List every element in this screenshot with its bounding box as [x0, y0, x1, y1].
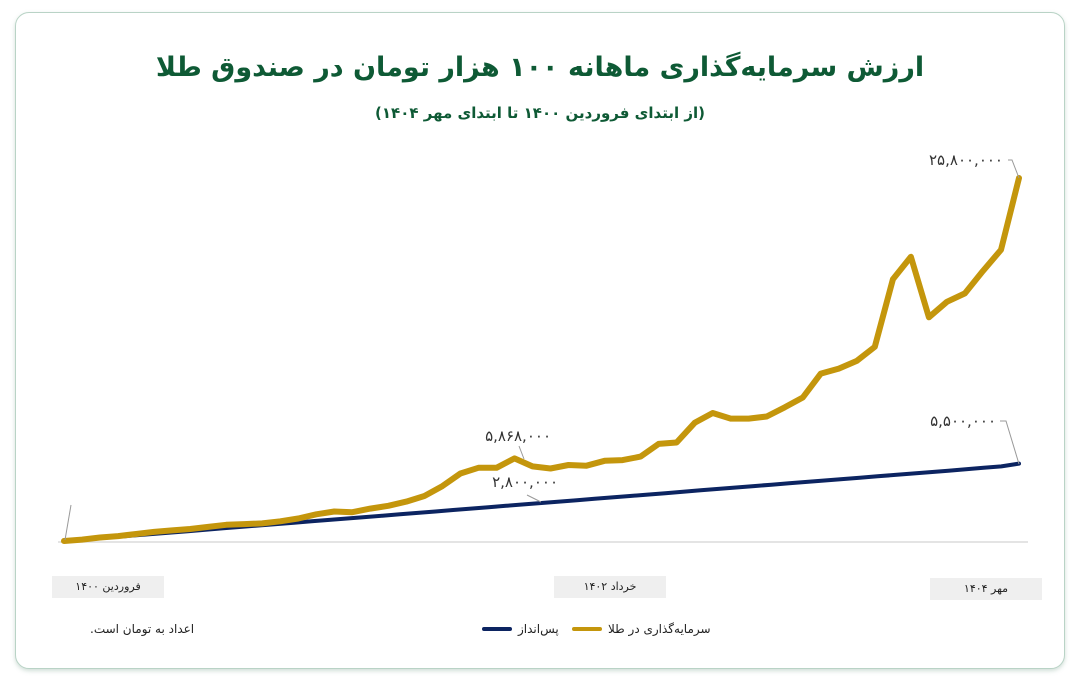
chart-title: ارزش سرمایه‌گذاری ماهانه ۱۰۰ هزار تومان …	[155, 52, 925, 83]
chart-card	[15, 12, 1065, 669]
leader-savings-mid	[526, 494, 542, 503]
annotation-gold-end: ۲۵,۸۰۰,۰۰۰	[929, 151, 1003, 169]
savings-swatch-icon	[482, 627, 512, 631]
legend-item-gold: سرمایه‌گذاری در طلا	[572, 622, 711, 636]
savings-line	[62, 461, 1021, 543]
footnote: اعداد به تومان است.	[90, 622, 195, 636]
chart-subtitle: (از ابتدای فروردین ۱۴۰۰ تا ابتدای مهر ۱۴…	[375, 104, 705, 122]
annotation-savings-mid: ۲,۸۰۰,۰۰۰	[492, 473, 558, 491]
gold-swatch-icon	[572, 627, 602, 631]
annotation-savings-end: ۵,۵۰۰,۰۰۰	[930, 412, 996, 430]
legend-label-savings: پس‌انداز	[518, 622, 559, 636]
x-label-middle: خرداد ۱۴۰۲	[554, 576, 666, 598]
x-label-start: فروردین ۱۴۰۰	[52, 576, 164, 598]
leader-gold-mid	[518, 445, 525, 460]
x-label-end: مهر ۱۴۰۴	[930, 578, 1042, 600]
leader-savings-end	[1000, 420, 1020, 465]
gold-line	[61, 175, 1022, 544]
legend-item-savings: پس‌انداز	[482, 622, 559, 636]
annotation-gold-mid: ۵,۸۶۸,۰۰۰	[485, 427, 551, 445]
legend-label-gold: سرمایه‌گذاری در طلا	[608, 622, 711, 636]
leader-gold-end	[1008, 159, 1020, 179]
leader-start	[64, 504, 72, 541]
